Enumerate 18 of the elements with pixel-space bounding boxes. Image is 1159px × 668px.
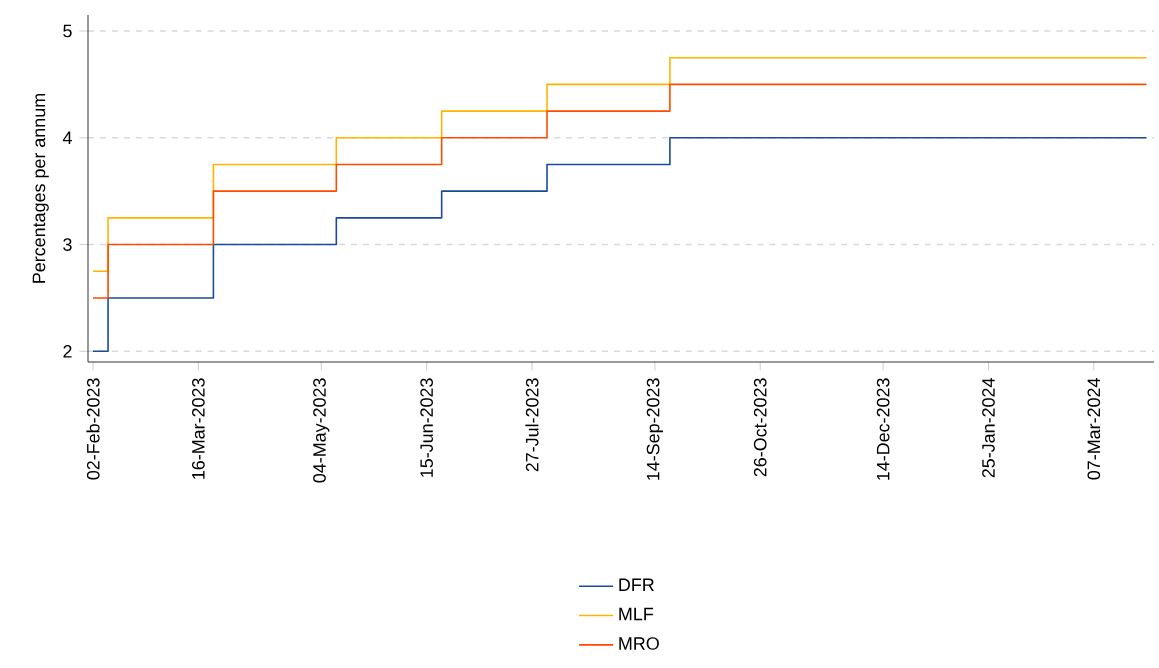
- y-tick-label: 5: [63, 24, 72, 38]
- x-tick-label: 25-Jan-2024: [982, 378, 995, 478]
- y-axis-title: Percentages per annum: [32, 94, 49, 283]
- y-tick-label: 3: [63, 238, 72, 251]
- y-tick-label: 4: [62, 131, 72, 144]
- x-tick-label: 04-May-2023: [313, 378, 330, 483]
- x-tick-label: 07-Mar-2024: [1087, 378, 1101, 480]
- x-tick-label: 16-Mar-2023: [192, 378, 205, 479]
- y-tick-label: 2: [63, 345, 72, 358]
- legend-label: DFR: [619, 578, 654, 591]
- x-tick-label: 14-Sep-2023: [646, 378, 663, 480]
- x-tick-label: 26-Oct-2023: [753, 378, 767, 477]
- x-tick-label: 27-Jul-2023: [525, 378, 539, 472]
- x-tick-label: 02-Feb-2023: [86, 378, 100, 480]
- legend-label: MLF: [619, 607, 654, 621]
- x-tick-label: 15-Jun-2023: [420, 378, 433, 477]
- legend-label: MRO: [619, 637, 659, 650]
- x-tick-label: 14-Dec-2023: [876, 378, 890, 480]
